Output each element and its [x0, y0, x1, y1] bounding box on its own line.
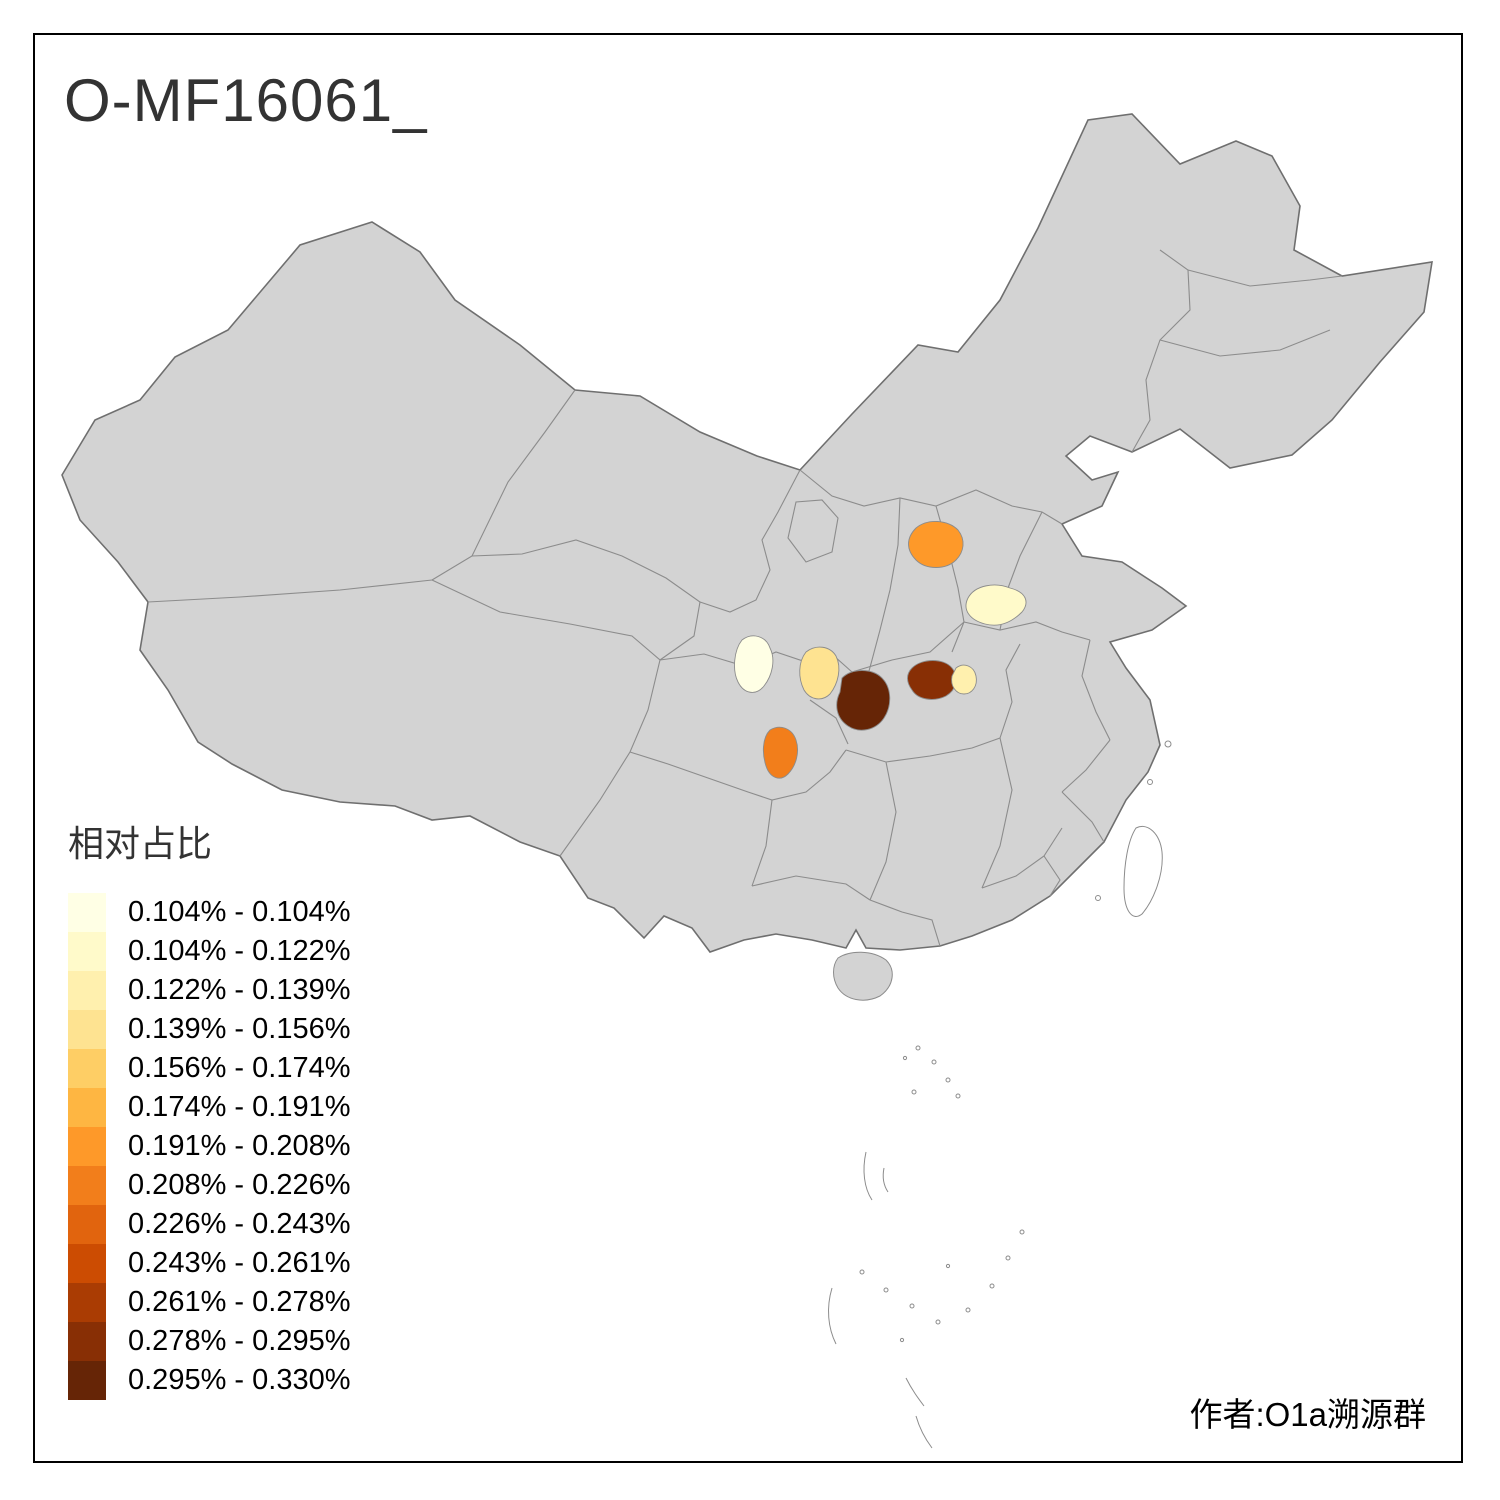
legend-label: 0.226% - 0.243% [128, 1208, 351, 1240]
hainan-island [833, 951, 893, 1001]
legend-item: 0.191% - 0.208% [68, 1127, 350, 1166]
legend-swatch [68, 1322, 106, 1361]
legend-label: 0.295% - 0.330% [128, 1364, 351, 1396]
legend-item: 0.243% - 0.261% [68, 1244, 350, 1283]
legend-item: 0.156% - 0.174% [68, 1049, 350, 1088]
legend-item: 0.174% - 0.191% [68, 1088, 350, 1127]
highlight-region-5 [836, 670, 891, 731]
legend-swatch [68, 1283, 106, 1322]
legend-swatch [68, 971, 106, 1010]
china-mainland [61, 113, 1433, 953]
island-speck [1095, 895, 1101, 901]
legend-swatch [68, 932, 106, 971]
legend-label: 0.261% - 0.278% [128, 1286, 351, 1318]
islands [833, 740, 1172, 1001]
province-borders [147, 249, 1343, 947]
legend-title: 相对占比 [68, 823, 213, 864]
legend-item: 0.139% - 0.156% [68, 1010, 350, 1049]
highlight-region-4 [799, 646, 840, 700]
legend-swatch [68, 1088, 106, 1127]
page-title: O-MF16061_ [64, 67, 428, 134]
taiwan-island [1123, 826, 1163, 917]
highlight-region-1 [908, 521, 964, 568]
legend-swatch [68, 1127, 106, 1166]
author-caption: 作者:O1a溯源群 [1189, 1396, 1426, 1433]
legend-swatch [68, 1010, 106, 1049]
legend-swatch [68, 1166, 106, 1205]
highlight-region-6 [907, 660, 957, 700]
plot-frame [33, 33, 1463, 1463]
legend-item: 0.226% - 0.243% [68, 1205, 350, 1244]
south-china-sea-islands [828, 1045, 1025, 1449]
legend-item: 0.104% - 0.122% [68, 932, 350, 971]
legend-label: 0.278% - 0.295% [128, 1325, 351, 1357]
highlighted-regions [734, 521, 1027, 779]
legend-item: 0.261% - 0.278% [68, 1283, 350, 1322]
legend-swatch [68, 1244, 106, 1283]
legend-label: 0.191% - 0.208% [128, 1130, 351, 1162]
highlight-region-2 [965, 584, 1027, 626]
highlight-region-7 [951, 664, 977, 695]
legend-label: 0.174% - 0.191% [128, 1091, 351, 1123]
legend-label: 0.104% - 0.122% [128, 935, 351, 967]
island-speck [1164, 740, 1172, 748]
legend: 相对占比 0.104% - 0.104% 0.104% - 0.122% 0.1… [68, 815, 350, 1400]
legend-label: 0.104% - 0.104% [128, 896, 351, 928]
legend-label: 0.243% - 0.261% [128, 1247, 351, 1279]
highlight-region-3 [734, 635, 774, 693]
legend-item: 0.208% - 0.226% [68, 1166, 350, 1205]
legend-label: 0.122% - 0.139% [128, 974, 351, 1006]
legend-item: 0.122% - 0.139% [68, 971, 350, 1010]
legend-item: 0.278% - 0.295% [68, 1322, 350, 1361]
legend-label: 0.156% - 0.174% [128, 1052, 351, 1084]
legend-item: 0.104% - 0.104% [68, 893, 350, 932]
island-speck [1147, 779, 1153, 785]
legend-swatch [68, 893, 106, 932]
legend-swatch [68, 1049, 106, 1088]
legend-label: 0.139% - 0.156% [128, 1013, 351, 1045]
legend-swatch [68, 1205, 106, 1244]
highlight-region-8 [762, 726, 799, 779]
legend-label: 0.208% - 0.226% [128, 1169, 351, 1201]
legend-item: 0.295% - 0.330% [68, 1361, 350, 1400]
legend-swatch [68, 1361, 106, 1400]
